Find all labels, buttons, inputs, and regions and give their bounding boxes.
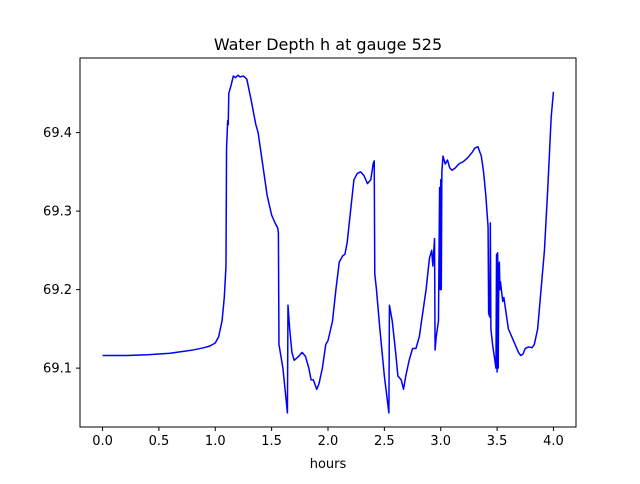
x-tick-label: 1.0 — [205, 434, 226, 449]
chart-title: Water Depth h at gauge 525 — [214, 35, 442, 54]
x-tick-label: 1.5 — [261, 434, 282, 449]
x-tick-label: 0.5 — [149, 434, 170, 449]
y-tick-label: 69.2 — [43, 283, 72, 298]
x-tick-label: 3.5 — [487, 434, 508, 449]
y-tick-label: 69.1 — [43, 362, 72, 377]
x-tick-label: 2.0 — [318, 434, 339, 449]
x-tick-label: 3.0 — [430, 434, 451, 449]
x-tick-label: 2.5 — [374, 434, 395, 449]
x-tick-label: 0.0 — [92, 434, 113, 449]
series-line-0 — [102, 74, 555, 414]
x-axis-label: hours — [310, 457, 347, 472]
x-tick-label: 4.0 — [543, 434, 564, 449]
x-axis-ticks: 0.0 0.5 1.0 1.5 2.0 2.5 3.0 3.5 4.0 — [92, 427, 564, 449]
y-tick-label: 69.4 — [43, 126, 72, 141]
y-tick-label: 69.3 — [43, 205, 72, 220]
y-axis-ticks: 69.1 69.2 69.3 69.4 — [43, 126, 80, 377]
